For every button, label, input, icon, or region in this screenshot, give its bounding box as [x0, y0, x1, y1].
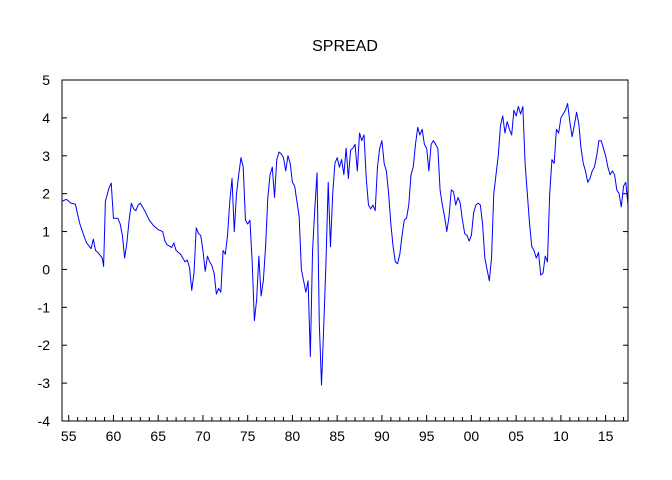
- y-tick-label: 2: [42, 186, 50, 202]
- x-tick-label: 80: [285, 428, 301, 444]
- series-layer: [61, 102, 629, 386]
- y-tick-label: 5: [42, 72, 50, 88]
- chart-title: SPREAD: [312, 38, 378, 55]
- y-tick-label: 3: [42, 148, 50, 164]
- x-tick-label: 65: [150, 428, 166, 444]
- x-tick-label: 60: [106, 428, 122, 444]
- y-tick-label: 1: [42, 224, 50, 240]
- spread-series-line: [61, 102, 629, 386]
- x-tick-label: 10: [553, 428, 569, 444]
- x-tick-label: 15: [598, 428, 614, 444]
- y-tick-label: 4: [42, 110, 50, 126]
- x-tick-label: 95: [419, 428, 435, 444]
- x-tick-label: 70: [195, 428, 211, 444]
- x-tick-label: 00: [464, 428, 480, 444]
- x-tick-label: 85: [329, 428, 345, 444]
- y-tick-label: -3: [38, 375, 51, 391]
- x-tick-label: 55: [61, 428, 77, 444]
- y-tick-label: -1: [38, 299, 51, 315]
- x-tick-label: 05: [508, 428, 524, 444]
- y-tick-label: -2: [38, 337, 51, 353]
- x-tick-label: 75: [240, 428, 256, 444]
- y-tick-label: 0: [42, 261, 50, 277]
- plot-frame: [61, 79, 629, 422]
- x-tick-label: 90: [374, 428, 390, 444]
- y-tick-label: -4: [38, 413, 51, 429]
